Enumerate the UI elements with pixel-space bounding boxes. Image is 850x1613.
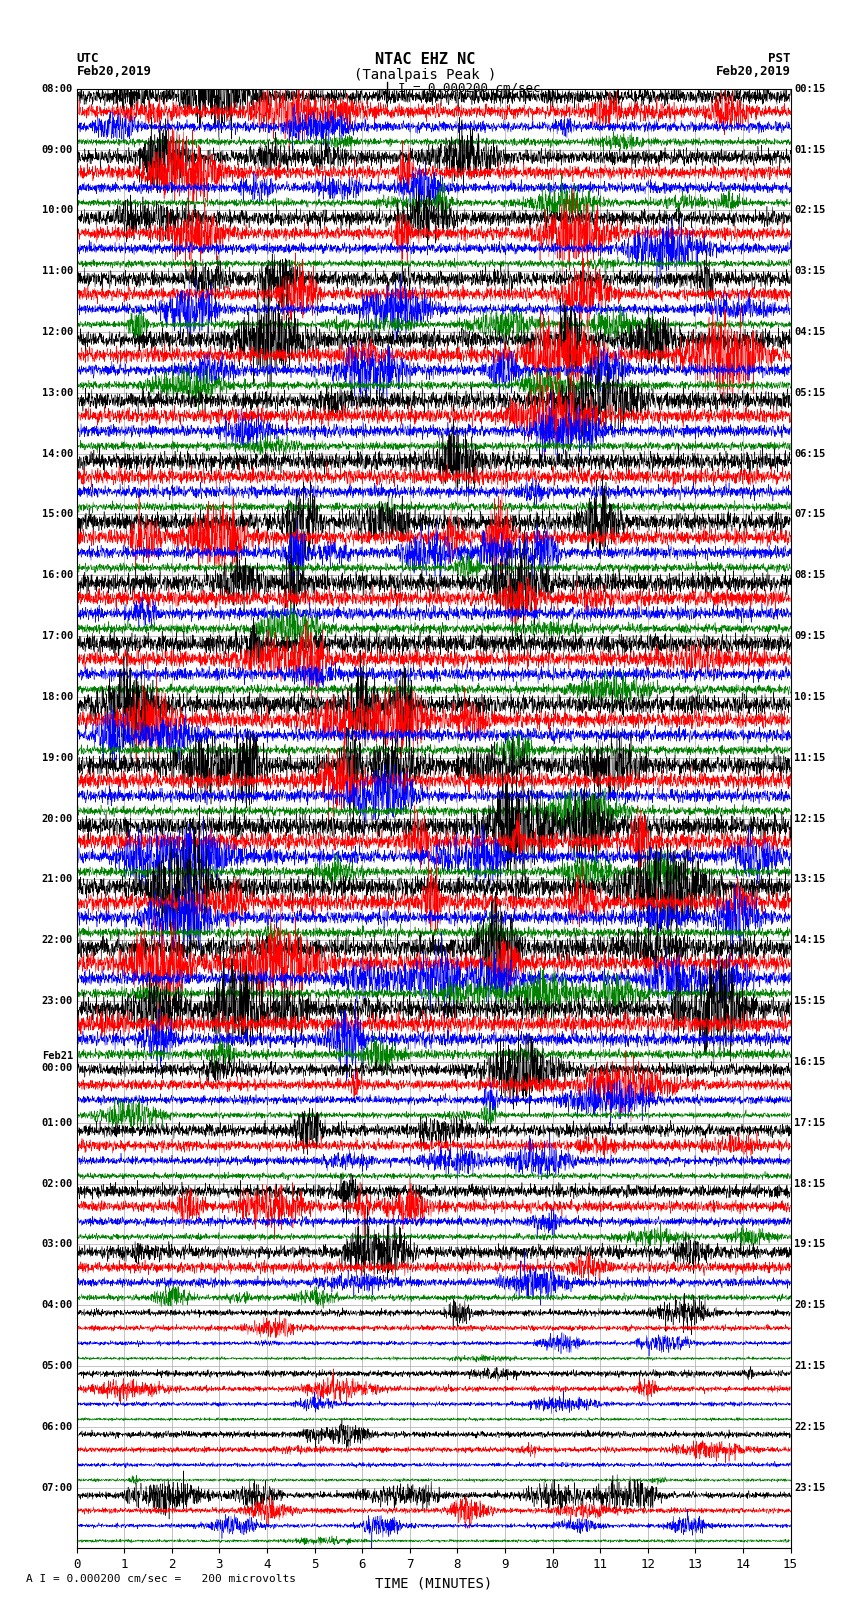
Text: 02:15: 02:15	[794, 205, 825, 216]
Text: 20:15: 20:15	[794, 1300, 825, 1310]
Text: 07:00: 07:00	[42, 1482, 73, 1492]
Text: 21:15: 21:15	[794, 1361, 825, 1371]
Text: 15:15: 15:15	[794, 997, 825, 1007]
Text: 18:00: 18:00	[42, 692, 73, 702]
Text: UTC: UTC	[76, 52, 99, 65]
Text: NTAC EHZ NC: NTAC EHZ NC	[375, 52, 475, 66]
Text: 03:00: 03:00	[42, 1239, 73, 1250]
X-axis label: TIME (MINUTES): TIME (MINUTES)	[375, 1578, 492, 1590]
Text: (Tanalpais Peak ): (Tanalpais Peak )	[354, 68, 496, 82]
Text: 10:15: 10:15	[794, 692, 825, 702]
Text: 17:00: 17:00	[42, 631, 73, 640]
Text: 14:15: 14:15	[794, 936, 825, 945]
Text: Feb20,2019: Feb20,2019	[716, 65, 790, 77]
Text: 12:15: 12:15	[794, 813, 825, 824]
Text: 19:00: 19:00	[42, 753, 73, 763]
Text: 21:00: 21:00	[42, 874, 73, 884]
Text: 01:15: 01:15	[794, 145, 825, 155]
Text: 14:00: 14:00	[42, 448, 73, 458]
Text: 23:00: 23:00	[42, 997, 73, 1007]
Text: 16:00: 16:00	[42, 571, 73, 581]
Text: 13:00: 13:00	[42, 387, 73, 398]
Text: 11:15: 11:15	[794, 753, 825, 763]
Text: 16:15: 16:15	[794, 1057, 825, 1066]
Text: Feb21
00:00: Feb21 00:00	[42, 1052, 73, 1073]
Text: 09:15: 09:15	[794, 631, 825, 640]
Text: 15:00: 15:00	[42, 510, 73, 519]
Text: 12:00: 12:00	[42, 327, 73, 337]
Text: 09:00: 09:00	[42, 145, 73, 155]
Text: 00:15: 00:15	[794, 84, 825, 94]
Text: 06:00: 06:00	[42, 1421, 73, 1432]
Text: 22:00: 22:00	[42, 936, 73, 945]
Text: 05:15: 05:15	[794, 387, 825, 398]
Text: 10:00: 10:00	[42, 205, 73, 216]
Text: 04:15: 04:15	[794, 327, 825, 337]
Text: 04:00: 04:00	[42, 1300, 73, 1310]
Text: Feb20,2019: Feb20,2019	[76, 65, 151, 77]
Text: PST: PST	[768, 52, 790, 65]
Text: 05:00: 05:00	[42, 1361, 73, 1371]
Text: A I = 0.000200 cm/sec =   200 microvolts: A I = 0.000200 cm/sec = 200 microvolts	[26, 1574, 296, 1584]
Text: 23:15: 23:15	[794, 1482, 825, 1492]
Text: 22:15: 22:15	[794, 1421, 825, 1432]
Text: 11:00: 11:00	[42, 266, 73, 276]
Text: 17:15: 17:15	[794, 1118, 825, 1127]
Text: 07:15: 07:15	[794, 510, 825, 519]
Text: 08:15: 08:15	[794, 571, 825, 581]
Text: 08:00: 08:00	[42, 84, 73, 94]
Text: I = 0.000200 cm/sec: I = 0.000200 cm/sec	[398, 82, 541, 95]
Text: ⎣: ⎣	[384, 82, 393, 98]
Text: 02:00: 02:00	[42, 1179, 73, 1189]
Text: 18:15: 18:15	[794, 1179, 825, 1189]
Text: 13:15: 13:15	[794, 874, 825, 884]
Text: 06:15: 06:15	[794, 448, 825, 458]
Text: 19:15: 19:15	[794, 1239, 825, 1250]
Text: 03:15: 03:15	[794, 266, 825, 276]
Text: 20:00: 20:00	[42, 813, 73, 824]
Text: 01:00: 01:00	[42, 1118, 73, 1127]
